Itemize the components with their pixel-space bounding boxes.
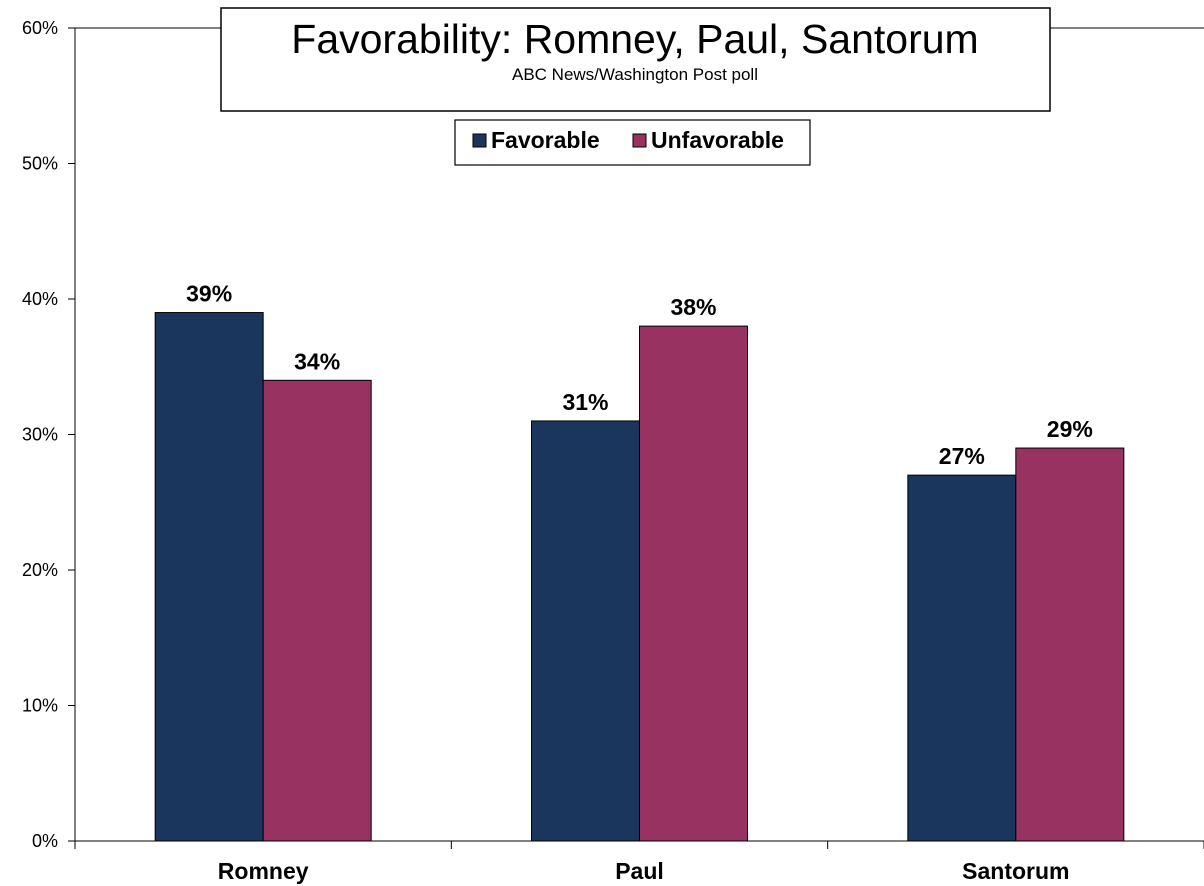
y-tick-label: 50% [22, 154, 58, 174]
chart-bars [154, 312, 1125, 842]
data-label-favorable-santorum: 27% [939, 443, 985, 469]
x-category-label: Romney [218, 858, 309, 884]
bar-favorable-paul [531, 420, 640, 842]
title-box-frame [220, 7, 1051, 112]
data-label-unfavorable-santorum: 29% [1047, 416, 1093, 442]
data-label-favorable-romney: 39% [186, 281, 232, 307]
chart-axes: 0% 10% 20% 30% 40% 50% 60% Romney Paul Santorum [22, 18, 1204, 884]
y-tick-label: 40% [22, 289, 58, 309]
bar-favorable-romney [154, 312, 264, 842]
legend-swatch-favorable [472, 133, 487, 148]
legend-label-favorable: Favorable [491, 127, 600, 153]
y-tick-label: 10% [22, 696, 58, 716]
legend-swatch-unfavorable [632, 133, 647, 148]
y-tick-label: 0% [32, 831, 58, 851]
y-tick-label: 60% [22, 18, 58, 38]
title-box: Favorability: Romney, Paul, Santorum ABC… [220, 7, 1051, 112]
bar-unfavorable-santorum [1015, 447, 1125, 842]
data-label-unfavorable-romney: 34% [294, 348, 340, 374]
bar-unfavorable-paul [639, 325, 748, 842]
x-category-label: Paul [615, 858, 664, 884]
bar-unfavorable-romney [262, 379, 372, 842]
chart-title: Favorability: Romney, Paul, Santorum [291, 16, 978, 62]
data-labels: 39% 34% 31% 38% 27% 29% [186, 281, 1093, 470]
legend-label-unfavorable: Unfavorable [651, 127, 784, 153]
data-label-unfavorable-paul: 38% [670, 294, 716, 320]
y-tick-label: 20% [22, 560, 58, 580]
bar-favorable-santorum [907, 474, 1017, 842]
chart-subtitle: ABC News/Washington Post poll [512, 65, 758, 84]
y-tick-label: 30% [22, 425, 58, 445]
data-label-favorable-paul: 31% [562, 389, 608, 415]
x-category-label: Santorum [962, 858, 1069, 884]
chart-legend: Favorable Unfavorable [454, 119, 811, 166]
